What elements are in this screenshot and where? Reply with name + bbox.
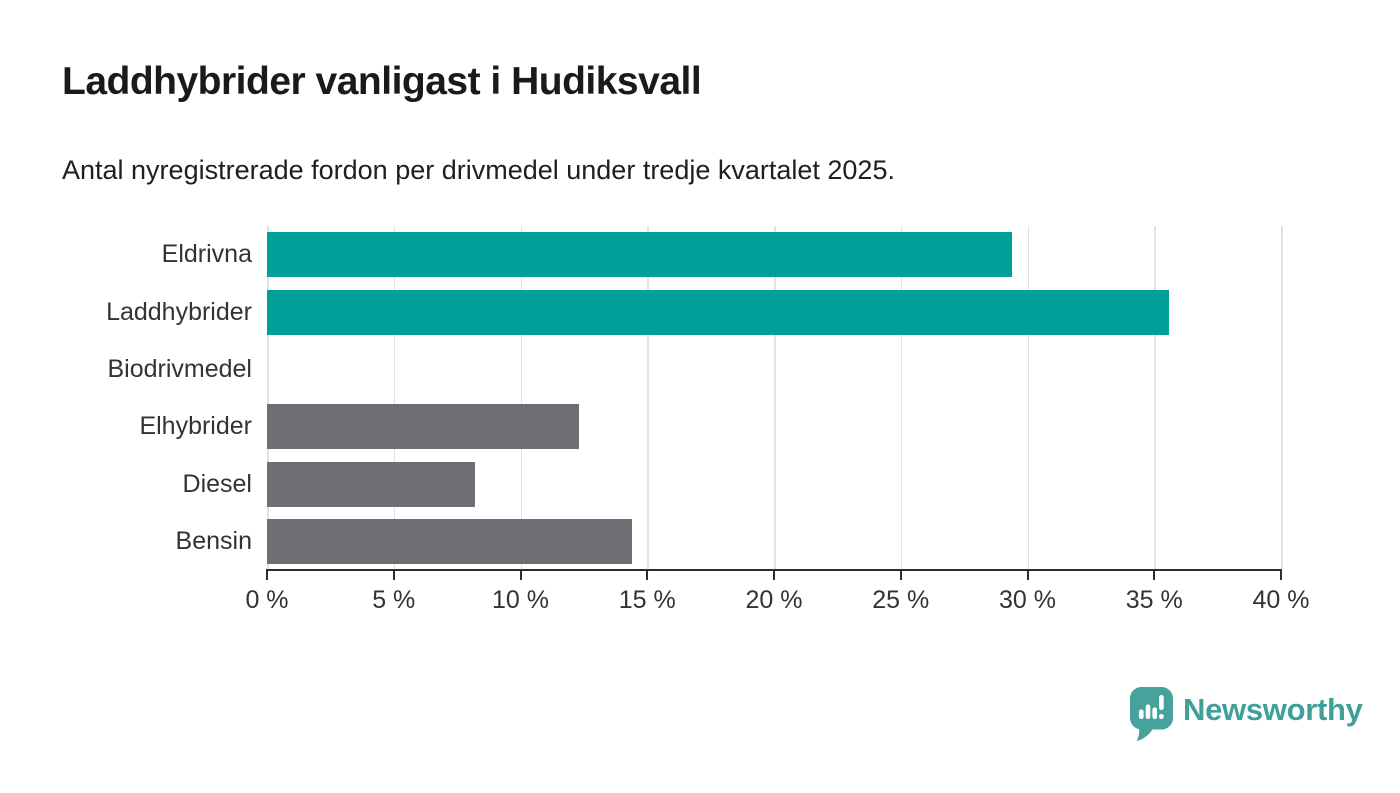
chart-subtitle: Antal nyregistrerade fordon per drivmede… bbox=[62, 155, 895, 185]
grid-line-40 bbox=[1281, 226, 1283, 570]
x-tick-label-15: 15 % bbox=[618, 586, 676, 614]
x-tick-20 bbox=[773, 569, 775, 580]
x-tick-35 bbox=[1153, 569, 1156, 580]
chart-title: Laddhybrider vanligast i Hudiksvall bbox=[62, 60, 702, 103]
newsworthy-logo-icon bbox=[1130, 687, 1173, 741]
x-tick-15 bbox=[646, 569, 649, 580]
category-label-biodrivmedel: Biodrivmedel bbox=[107, 354, 252, 383]
grid-line-35 bbox=[1154, 226, 1156, 570]
bar-bensin bbox=[267, 518, 633, 564]
grid-line-20 bbox=[774, 226, 776, 570]
bar-elhybrider bbox=[267, 404, 579, 450]
bar-laddhybrider bbox=[267, 289, 1170, 335]
x-tick-25 bbox=[899, 569, 902, 580]
category-label-eldrivna: Eldrivna bbox=[161, 240, 252, 269]
x-tick-label-35: 35 % bbox=[1125, 586, 1183, 614]
x-tick-label-10: 10 % bbox=[492, 586, 549, 614]
x-tick-label-5: 5 % bbox=[372, 586, 416, 614]
grid-line-25 bbox=[900, 226, 903, 570]
bar-eldrivna bbox=[267, 232, 1013, 278]
category-label-bensin: Bensin bbox=[175, 526, 252, 555]
x-tick-40 bbox=[1280, 569, 1282, 580]
category-label-laddhybrider: Laddhybrider bbox=[106, 297, 252, 326]
grid-line-10 bbox=[520, 226, 522, 570]
newsworthy-brand: Newsworthy bbox=[1130, 687, 1363, 741]
x-tick-label-20: 20 % bbox=[745, 586, 803, 614]
x-tick-label-40: 40 % bbox=[1252, 586, 1310, 614]
category-label-elhybrider: Elhybrider bbox=[139, 412, 252, 441]
x-tick-30 bbox=[1026, 569, 1029, 580]
x-tick-0 bbox=[266, 569, 268, 580]
plot-area bbox=[267, 226, 1283, 570]
x-tick-label-0: 0 % bbox=[245, 586, 289, 614]
x-tick-label-25: 25 % bbox=[872, 586, 930, 614]
grid-line-5 bbox=[393, 226, 396, 570]
newsworthy-wordmark: Newsworthy bbox=[1183, 692, 1363, 727]
grid-line-15 bbox=[647, 226, 649, 570]
x-tick-label-30: 30 % bbox=[999, 586, 1056, 614]
bar-diesel bbox=[267, 461, 475, 507]
x-tick-10 bbox=[519, 569, 522, 580]
x-tick-5 bbox=[392, 569, 395, 580]
grid-line-0 bbox=[267, 226, 269, 570]
grid-line-30 bbox=[1027, 226, 1029, 570]
category-label-diesel: Diesel bbox=[182, 469, 252, 498]
